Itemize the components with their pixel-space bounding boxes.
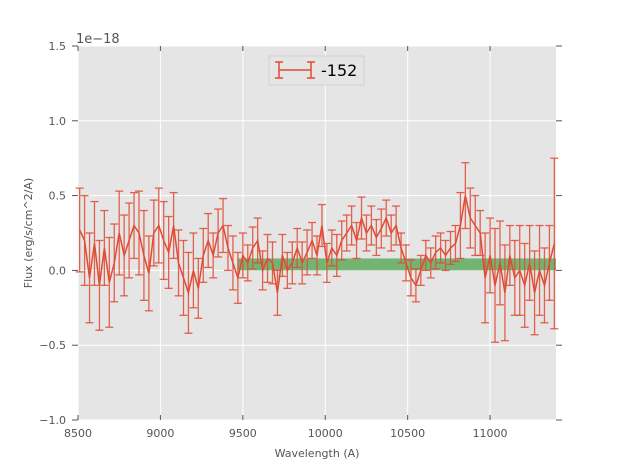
x-tick-label: 9000 xyxy=(146,427,174,440)
x-tick-label: 9500 xyxy=(229,427,257,440)
x-axis-label: Wavelength (A) xyxy=(275,447,360,460)
x-tick-label: 11000 xyxy=(473,427,508,440)
legend: -152 xyxy=(268,55,365,86)
x-tick-label: 10500 xyxy=(390,427,425,440)
y-tick-label: −1.0 xyxy=(39,414,66,427)
legend-label: -152 xyxy=(321,61,357,80)
offset-text: 1e−18 xyxy=(76,32,120,47)
y-tick-label: −0.5 xyxy=(39,339,66,352)
y-axis-label: Flux (erg/s/cm^2/A) xyxy=(22,178,35,288)
legend-errorbar-icon xyxy=(275,61,315,79)
series-layer xyxy=(75,157,559,343)
shaded-band xyxy=(237,258,556,271)
y-tick-label: 0.0 xyxy=(49,264,67,277)
band-layer xyxy=(237,258,556,271)
x-tick-label: 8500 xyxy=(64,427,92,440)
series-line xyxy=(78,195,556,296)
y-tick-label: 1.5 xyxy=(49,40,67,53)
y-tick-label: 0.5 xyxy=(49,190,67,203)
tick-layer: 8500 9000 9500 10000 10500 11000 −1.0 −0.5 0.0 0.… xyxy=(39,40,562,440)
y-tick-label: 1.0 xyxy=(49,115,67,128)
plot-background xyxy=(78,46,556,420)
x-tick-label: 10000 xyxy=(308,427,343,440)
